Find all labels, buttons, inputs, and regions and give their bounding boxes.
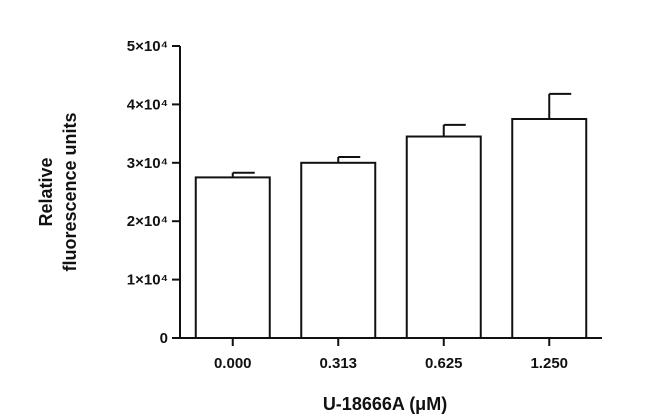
y-tick-label: 2×10⁴ (127, 213, 168, 230)
y-axis-ticks: 0 1×10⁴ 2×10⁴ 3×10⁴ 4×10⁴ 5×10⁴ (127, 38, 180, 347)
y-axis-title-line-1: Relative (36, 157, 56, 226)
y-tick-label: 0 (160, 330, 168, 347)
bar (300, 161, 377, 339)
x-axis-title: U-18666A (μM) (323, 394, 447, 414)
y-tick-label: 1×10⁴ (127, 272, 168, 289)
x-tick-label: 1.250 (530, 355, 568, 372)
x-tick-label: 0.000 (214, 355, 252, 372)
bar (194, 176, 271, 339)
x-axis-ticks: 0.000 0.313 0.625 1.250 (214, 338, 568, 372)
error-bars (231, 92, 572, 178)
y-tick-label: 5×10⁴ (127, 38, 168, 55)
y-tick-label: 4×10⁴ (127, 96, 168, 113)
bar (511, 118, 588, 339)
y-tick-label: 3×10⁴ (127, 155, 168, 172)
x-tick-label: 0.313 (319, 355, 357, 372)
x-tick-label: 0.625 (425, 355, 463, 372)
bar-series (194, 118, 588, 339)
bar (405, 135, 482, 339)
y-axis-title-line-2: fluorescence units (60, 112, 80, 271)
